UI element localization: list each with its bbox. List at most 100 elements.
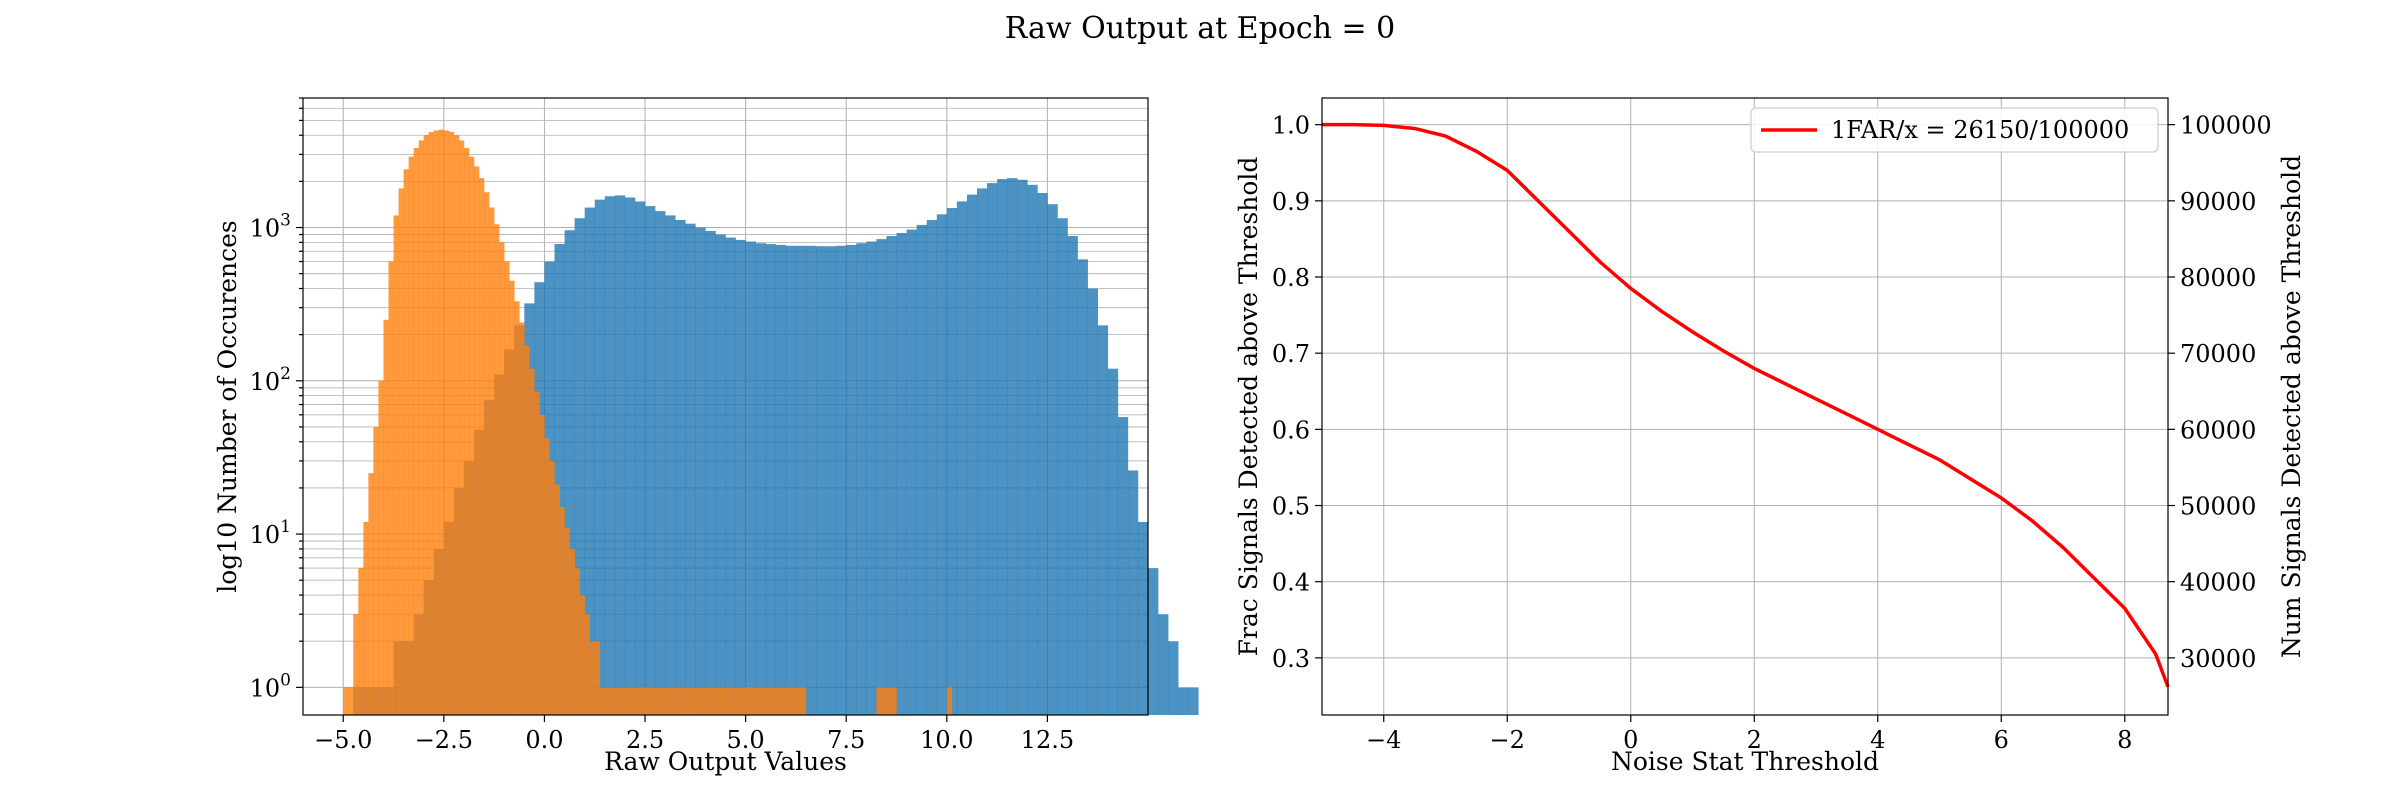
bar-series-1 <box>1117 417 1129 715</box>
bar-series-2 <box>886 687 892 715</box>
bar-series-2 <box>579 595 585 715</box>
bar-series-1 <box>936 214 948 716</box>
right-y-tick-label: 50000 <box>2180 493 2256 521</box>
bar-series-2 <box>363 521 369 715</box>
bar-series-1 <box>735 239 746 716</box>
bar-series-1 <box>1188 687 1199 715</box>
threshold-grid <box>1322 98 2168 715</box>
detection-curve <box>1322 122 2170 688</box>
bar-series-2 <box>725 687 731 715</box>
bar-series-2 <box>745 687 751 715</box>
x-tick-label: 7.5 <box>827 726 865 754</box>
bar-series-2 <box>946 687 953 715</box>
bar-series-1 <box>1007 178 1018 715</box>
legend-label: 1FAR/x = 26150/100000 <box>1831 116 2129 144</box>
histogram-x-axis-label: Raw Output Values <box>604 747 847 776</box>
bar-series-2 <box>504 261 510 715</box>
bar-series-2 <box>645 687 651 715</box>
bar-series-1 <box>634 201 646 715</box>
bar-series-1 <box>645 206 656 716</box>
bar-series-1 <box>685 223 696 716</box>
bar-series-2 <box>584 614 590 715</box>
bar-series-2 <box>675 687 681 715</box>
bar-series-1 <box>826 246 837 716</box>
bar-series-1 <box>946 208 958 715</box>
bar-series-1 <box>594 199 606 715</box>
threshold-right-y-axis-label: Num Signals Detected above Threshold <box>2277 155 2306 658</box>
threshold-ticks: −4 −2 0 2 4 6 8 0.3 0.4 0.5 0.6 0.7 0.8 0.9 1.0 30000 40… <box>1272 112 2272 754</box>
x-tick-label: 0.0 <box>525 726 563 754</box>
y-tick-label: 0.3 <box>1272 645 1310 673</box>
bar-series-1 <box>584 207 596 716</box>
y-tick-label: 101 <box>250 517 291 549</box>
x-tick-label: −5.0 <box>314 726 372 754</box>
bar-series-2 <box>735 687 741 715</box>
bar-series-2 <box>760 687 767 715</box>
bar-series-1 <box>564 230 575 716</box>
bar-series-2 <box>348 687 354 715</box>
bar-series-1 <box>725 237 736 715</box>
bar-series-2 <box>891 687 897 715</box>
x-tick-label: −2 <box>1490 726 1525 754</box>
figure-title: Raw Output at Epoch = 0 <box>1005 11 1396 46</box>
y-tick-label: 0.7 <box>1272 340 1310 368</box>
bar-series-1 <box>926 219 938 716</box>
bar-series-1 <box>1037 192 1048 715</box>
y-tick-label: 0.4 <box>1272 569 1310 597</box>
bar-series-1 <box>866 241 877 715</box>
bar-series-2 <box>443 130 450 715</box>
x-tick-label: 10.0 <box>920 726 973 754</box>
y-tick-label: 0.8 <box>1272 264 1310 292</box>
bar-series-2 <box>564 527 570 715</box>
right-y-tick-label: 60000 <box>2180 416 2256 444</box>
bar-series-2 <box>539 414 545 715</box>
bar-series-2 <box>559 507 565 715</box>
legend-box <box>1750 107 2159 153</box>
bar-series-1 <box>665 215 676 715</box>
bar-series-1 <box>1148 568 1159 715</box>
bar-series-2 <box>715 687 721 715</box>
bar-series-1 <box>846 244 857 716</box>
bar-series-1 <box>1107 368 1119 715</box>
bar-series-2 <box>614 687 621 715</box>
bar-series-2 <box>574 568 580 715</box>
histogram-y-axis-label: log10 Number of Occurences <box>213 220 242 593</box>
y-tick-label: 1.0 <box>1272 112 1310 140</box>
bar-series-2 <box>609 687 616 715</box>
bar-series-1 <box>1137 521 1149 715</box>
bar-series-1 <box>956 201 968 715</box>
bar-series-2 <box>383 319 389 715</box>
bar-series-1 <box>574 218 585 716</box>
bar-series-1 <box>906 229 917 715</box>
x-tick-label: −2.5 <box>415 726 473 754</box>
bar-series-2 <box>529 368 535 715</box>
bar-series-2 <box>881 687 887 715</box>
bar-series-1 <box>655 211 666 715</box>
y-tick-label: 0.5 <box>1272 493 1310 521</box>
bar-series-2 <box>388 261 394 715</box>
bar-series-2 <box>604 687 611 715</box>
bar-series-2 <box>629 687 636 715</box>
x-tick-label: 8 <box>2117 726 2132 754</box>
bar-series-2 <box>398 188 404 715</box>
bar-series-1 <box>1158 614 1169 715</box>
bar-series-2 <box>770 687 777 715</box>
bar-series-2 <box>619 687 626 715</box>
bar-series-1 <box>705 230 716 716</box>
bar-series-2 <box>479 178 485 715</box>
bar-series-2 <box>780 687 787 715</box>
bar-series-2 <box>423 135 430 716</box>
bar-series-2 <box>876 687 882 715</box>
bar-series-2 <box>428 132 435 716</box>
threshold-x-axis-label: Noise Stat Threshold <box>1611 747 1879 776</box>
bar-series-2 <box>378 380 384 715</box>
right-y-tick-label: 30000 <box>2180 645 2256 673</box>
bar-series-1 <box>695 227 706 715</box>
bar-series-2 <box>700 687 706 715</box>
bar-series-2 <box>685 687 691 715</box>
bar-series-2 <box>358 568 364 715</box>
bar-series-1 <box>755 243 767 715</box>
y-tick-label: 0.9 <box>1272 188 1310 216</box>
x-tick-label: 6 <box>1994 726 2009 754</box>
